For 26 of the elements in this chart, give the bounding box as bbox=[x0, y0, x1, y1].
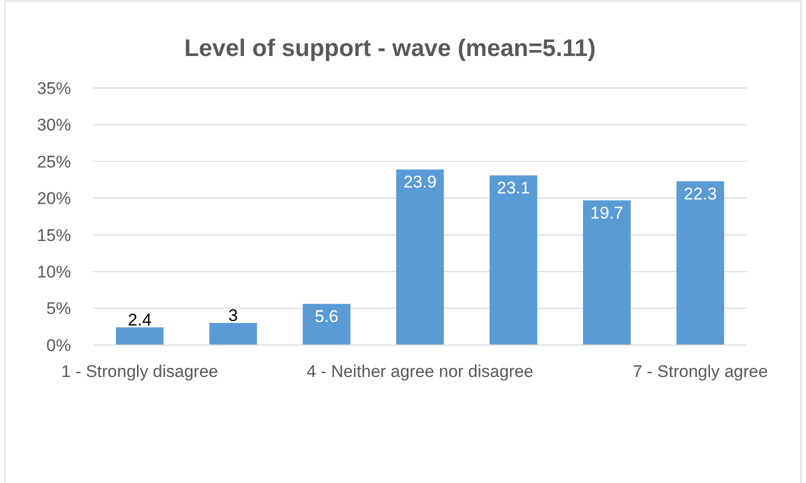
bar bbox=[209, 322, 257, 345]
data-label: 5.6 bbox=[314, 306, 338, 326]
y-tick-label: 15% bbox=[36, 226, 71, 245]
bar bbox=[676, 181, 724, 345]
y-tick-label: 20% bbox=[36, 189, 71, 208]
y-tick-label: 0% bbox=[46, 336, 71, 355]
data-label: 23.9 bbox=[403, 172, 437, 192]
bar bbox=[396, 170, 444, 345]
data-label: 3 bbox=[228, 306, 238, 325]
data-label: 23.1 bbox=[496, 178, 530, 198]
x-tick-label: 4 - Neither agree nor disagree bbox=[306, 362, 534, 381]
y-tick-label: 30% bbox=[36, 116, 71, 135]
data-label: 19.7 bbox=[590, 203, 624, 222]
y-tick-label: 5% bbox=[46, 299, 71, 318]
y-tick-label: 35% bbox=[36, 78, 71, 98]
data-label: 22.3 bbox=[684, 184, 717, 204]
data-label: 2.4 bbox=[128, 310, 152, 330]
bar bbox=[490, 175, 538, 345]
bar bbox=[583, 200, 631, 345]
bar bbox=[302, 304, 350, 345]
chart-title: Level of support - wave (mean=5.11) bbox=[184, 35, 596, 62]
bar bbox=[116, 327, 164, 345]
y-tick-label: 25% bbox=[36, 152, 71, 172]
x-tick-label: 1 - Strongly disagree bbox=[61, 362, 218, 381]
y-tick-label: 10% bbox=[36, 262, 71, 282]
x-tick-label: 7 - Strongly agree bbox=[632, 362, 768, 381]
